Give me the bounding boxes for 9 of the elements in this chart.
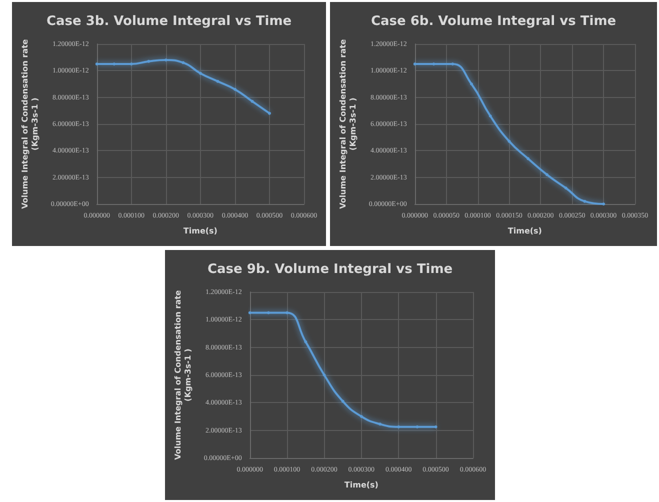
y-axis-title: Volume Integral of Condensation rate (Kgm-3s-1 )	[338, 38, 358, 209]
y-axis-title: Volume Integral of Condensation rate (Kgm-3s-1 )	[174, 290, 192, 460]
chart-title: Case 6b. Volume Integral vs Time	[370, 14, 616, 29]
chart-title: Case 9b. Volume Integral vs Time	[207, 262, 453, 277]
chart-title: Case 3b. Volume Integral vs Time	[46, 14, 292, 29]
y-axis-title: Volume Integral of Condensation rate (Kgm-3s-1 )	[20, 38, 40, 209]
x-axis-title: Time(s)	[344, 480, 378, 490]
x-axis-title: Time(s)	[508, 226, 542, 236]
x-axis-title: Time(s)	[183, 226, 218, 236]
